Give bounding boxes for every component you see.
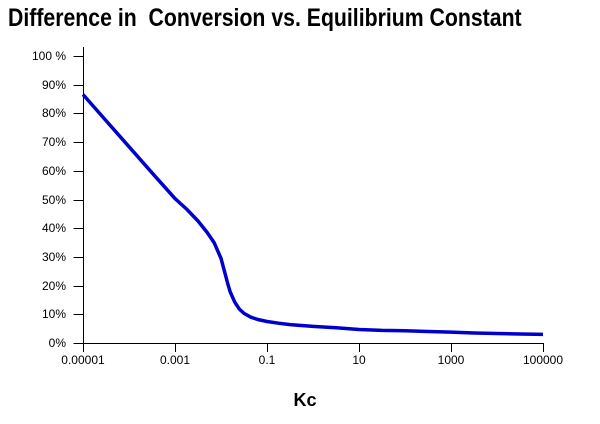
y-tick-label: 70% bbox=[42, 135, 66, 149]
y-tick-label: 100 % bbox=[32, 49, 66, 63]
x-tick-label: 1000 bbox=[438, 353, 465, 367]
chart-title: Difference in Conversion vs. Equilibrium… bbox=[8, 4, 522, 32]
y-tick-label: 0% bbox=[49, 336, 67, 350]
x-tick-label: 0.001 bbox=[160, 353, 190, 367]
y-tick-label: 60% bbox=[42, 164, 66, 178]
y-tick-label: 10% bbox=[42, 307, 66, 321]
x-tick-label: 10 bbox=[352, 353, 366, 367]
x-tick-label: 0.00001 bbox=[61, 353, 105, 367]
y-tick-label: 80% bbox=[42, 106, 66, 120]
y-tick-label: 50% bbox=[42, 193, 66, 207]
x-axis-title: Kc bbox=[293, 390, 316, 410]
y-tick-label: 30% bbox=[42, 250, 66, 264]
x-tick-label: 0.1 bbox=[259, 353, 276, 367]
series-line-difference-in-conversion bbox=[81, 93, 544, 337]
y-tick-label: 20% bbox=[42, 279, 66, 293]
x-tick-label: 100000 bbox=[523, 353, 563, 367]
y-tick-label: 90% bbox=[42, 78, 66, 92]
y-tick-label: 40% bbox=[42, 221, 66, 235]
